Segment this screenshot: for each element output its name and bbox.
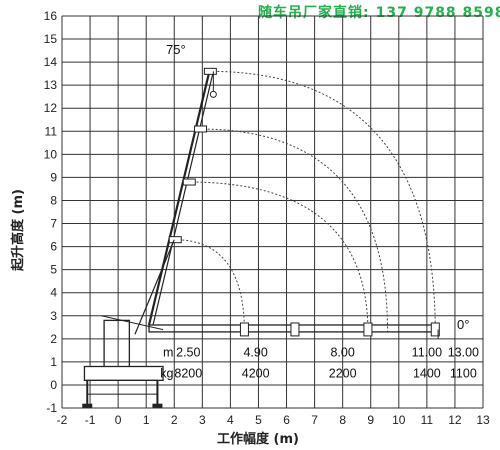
boom-horizontal-joint [239,322,249,337]
y-tick-label: 10 [44,147,58,161]
table-radius-value: 11.00 [412,346,442,360]
reach-arc [199,128,389,332]
truck-frame [86,379,158,395]
sales-banner: 随车吊厂家直销: 137 9788 8598 [258,2,500,22]
reach-arc [174,239,245,332]
x-tick-label: 3 [199,413,206,427]
x-tick-label: 1 [143,413,150,427]
y-tick-label: 11 [45,124,58,138]
x-tick-label: 12 [448,413,462,427]
luffing-cylinder [134,239,175,335]
crane-column [103,319,131,372]
hook [209,90,217,98]
x-tick-label: 10 [392,413,406,427]
y-tick-label: 1 [50,355,57,369]
table-load-value: 1100 [450,366,477,380]
table-radius-value: 13.00 [448,346,479,360]
boom-horizontal-joint [363,322,373,337]
table-unit-m: m [163,346,173,360]
y-tick-label: 3 [50,309,57,323]
reach-arc [188,181,369,332]
load-table: m kg2.50 4.90 8.00 11.00 13.00 8200 4200 2200 140… [160,346,479,381]
angle-label-max: 75° [166,42,186,57]
outrigger-pad [152,403,163,408]
table-radius-value: 4.90 [243,346,267,360]
y-tick-label: 5 [50,263,57,277]
y-tick-label: 7 [50,217,57,231]
x-tick-label: 8 [339,413,346,427]
x-tick-label: 2 [171,413,178,427]
table-load-value: 1400 [413,366,441,380]
tick-labels: -2 -1 0 1 2 3 4 5 6 7 8 9 10 11 12 13-10123456789101112… [44,9,490,427]
table-radius-value: 2.50 [176,346,200,360]
boom-section-joint [203,67,217,75]
y-axis-title: 起升高度 (m) [10,189,26,272]
crane-base [83,365,164,381]
y-tick-label: 13 [44,78,58,92]
grid [61,15,484,409]
boom-horizontal-joint [430,322,440,337]
y-tick-label: 8 [50,193,57,207]
y-tick-label: 9 [50,170,57,184]
x-tick-label: 11 [421,413,434,427]
reach-arc [209,70,436,332]
y-tick-label: -1 [46,401,57,415]
x-tick-label: -2 [57,413,68,427]
outrigger-pad [82,403,93,408]
y-tick-label: 14 [44,55,58,69]
y-tick-label: 0 [50,378,57,392]
x-tick-label: 5 [255,413,262,427]
boom-raised-edge [152,71,214,326]
x-tick-label: -1 [85,413,96,427]
x-tick-label: 13 [476,413,490,427]
reach-arcs [174,70,436,332]
table-load-value: 2200 [329,366,357,380]
x-tick-label: 4 [227,413,234,427]
angle-label-min: 0° [457,317,469,332]
y-tick-label: 12 [44,101,58,115]
x-tick-label: 6 [283,413,290,427]
table-radius-value: 8.00 [330,346,354,360]
table-unit-kg: kg [160,366,173,380]
crane-drawing [82,67,440,408]
table-load-value: 8200 [174,366,202,380]
y-tick-label: 6 [50,240,57,254]
y-tick-label: 4 [50,286,57,300]
banner-title: 随车吊厂家直销: [258,5,370,21]
column-brace [101,315,164,331]
table-load-value: 4200 [242,366,270,380]
y-tick-label: 15 [44,32,58,46]
banner-phone: 137 9788 8598 [375,5,500,21]
x-axis-title: 工作幅度 (m) [217,431,299,447]
x-tick-label: 0 [115,413,122,427]
y-tick-label: 16 [44,9,58,23]
boom-section-joint [194,125,208,133]
boom-raised [147,71,211,326]
boom-section-joint [168,236,182,244]
boom-horizontal-joint [290,322,300,337]
y-tick-label: 2 [50,332,57,346]
boom-section-joint [182,178,196,186]
x-tick-label: 7 [311,413,318,427]
x-tick-label: 9 [367,413,374,427]
